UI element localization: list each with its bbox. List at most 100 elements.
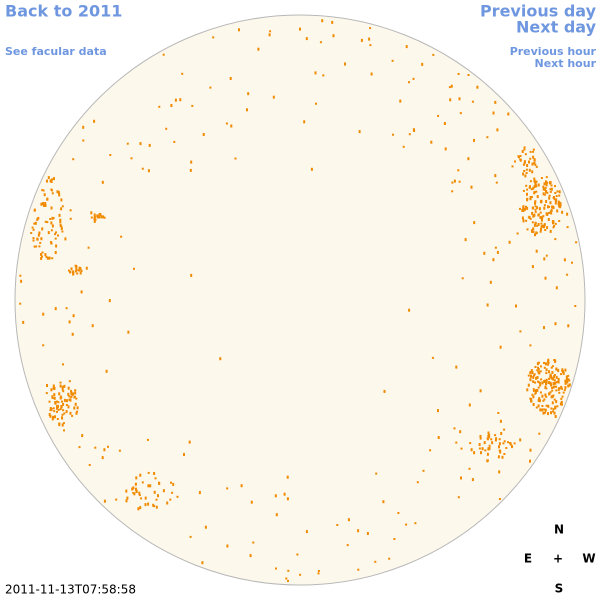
facula bbox=[545, 183, 548, 187]
facular-link[interactable]: See facular data bbox=[5, 45, 107, 58]
facula bbox=[560, 397, 563, 400]
facula bbox=[42, 189, 45, 192]
facula bbox=[524, 153, 527, 156]
facula bbox=[80, 290, 83, 294]
facula bbox=[538, 397, 541, 400]
facula bbox=[64, 237, 67, 241]
facula bbox=[50, 229, 53, 232]
facula bbox=[533, 373, 536, 376]
facula bbox=[80, 269, 83, 272]
facula bbox=[553, 375, 556, 379]
compass-north: N bbox=[554, 523, 564, 537]
facula bbox=[444, 147, 447, 151]
facula bbox=[529, 180, 532, 183]
facula bbox=[534, 163, 537, 166]
facula bbox=[557, 380, 560, 384]
facula bbox=[46, 256, 49, 260]
facula bbox=[535, 249, 538, 253]
facula bbox=[250, 500, 253, 504]
facula bbox=[534, 366, 537, 368]
facula bbox=[33, 208, 36, 212]
facula bbox=[70, 391, 73, 395]
facula bbox=[554, 201, 557, 205]
facula bbox=[459, 430, 462, 434]
facula bbox=[509, 442, 512, 446]
facula bbox=[471, 100, 474, 103]
facula bbox=[528, 160, 530, 164]
facula bbox=[68, 269, 70, 272]
facula bbox=[546, 226, 549, 230]
facula bbox=[437, 114, 440, 117]
facula bbox=[497, 412, 500, 414]
facula bbox=[72, 271, 75, 274]
facula bbox=[530, 196, 533, 198]
facula bbox=[189, 168, 192, 172]
facula bbox=[383, 389, 386, 393]
facula bbox=[566, 273, 569, 276]
facula bbox=[555, 286, 558, 290]
facula bbox=[458, 180, 461, 183]
facula bbox=[62, 390, 65, 393]
facula bbox=[556, 190, 559, 193]
facula bbox=[543, 193, 546, 196]
facula bbox=[522, 205, 525, 209]
facula bbox=[540, 218, 543, 222]
facula bbox=[534, 201, 536, 205]
facula bbox=[553, 374, 556, 376]
facula bbox=[537, 368, 540, 371]
facula bbox=[61, 400, 63, 403]
facula bbox=[147, 169, 150, 173]
facula bbox=[458, 97, 461, 101]
facula bbox=[523, 170, 526, 172]
facula bbox=[91, 324, 94, 328]
facula bbox=[567, 378, 570, 382]
next-hour-link[interactable]: Next hour bbox=[535, 57, 597, 70]
facula bbox=[488, 433, 491, 437]
facula bbox=[498, 438, 501, 441]
facula bbox=[543, 408, 546, 411]
previous-hour-link[interactable]: Previous hour bbox=[510, 45, 597, 58]
facula bbox=[140, 497, 143, 500]
facula bbox=[556, 381, 559, 383]
facula bbox=[87, 246, 90, 249]
facula bbox=[155, 505, 158, 509]
facula bbox=[535, 232, 538, 234]
previous-day-link[interactable]: Previous day bbox=[480, 2, 597, 21]
facula bbox=[36, 218, 39, 220]
facula bbox=[548, 392, 551, 396]
facula bbox=[61, 416, 63, 420]
facula bbox=[533, 374, 535, 377]
facula bbox=[93, 215, 96, 219]
facula bbox=[519, 155, 522, 157]
facula bbox=[495, 181, 498, 184]
facula bbox=[201, 561, 204, 565]
facula bbox=[538, 372, 541, 375]
facula bbox=[535, 190, 538, 193]
facula bbox=[32, 239, 35, 242]
facula bbox=[539, 408, 542, 412]
facula bbox=[549, 229, 552, 233]
facula bbox=[552, 221, 554, 225]
facula bbox=[49, 409, 52, 412]
facula bbox=[75, 411, 78, 415]
facula bbox=[549, 181, 552, 185]
facula bbox=[547, 358, 550, 362]
facula bbox=[58, 213, 61, 217]
back-link[interactable]: Back to 2011 bbox=[5, 2, 122, 21]
facula bbox=[393, 538, 396, 540]
facula bbox=[571, 261, 573, 264]
facula bbox=[561, 368, 564, 372]
facula bbox=[76, 272, 79, 275]
facula bbox=[51, 216, 54, 220]
facula bbox=[549, 373, 552, 377]
facula bbox=[78, 446, 81, 449]
next-day-link[interactable]: Next day bbox=[516, 18, 597, 37]
facula bbox=[61, 413, 64, 416]
facula bbox=[514, 160, 516, 163]
facula bbox=[543, 182, 546, 186]
facula bbox=[547, 404, 550, 408]
facula bbox=[499, 345, 502, 349]
facula bbox=[553, 196, 555, 199]
facula bbox=[58, 193, 61, 197]
facula bbox=[138, 491, 141, 495]
